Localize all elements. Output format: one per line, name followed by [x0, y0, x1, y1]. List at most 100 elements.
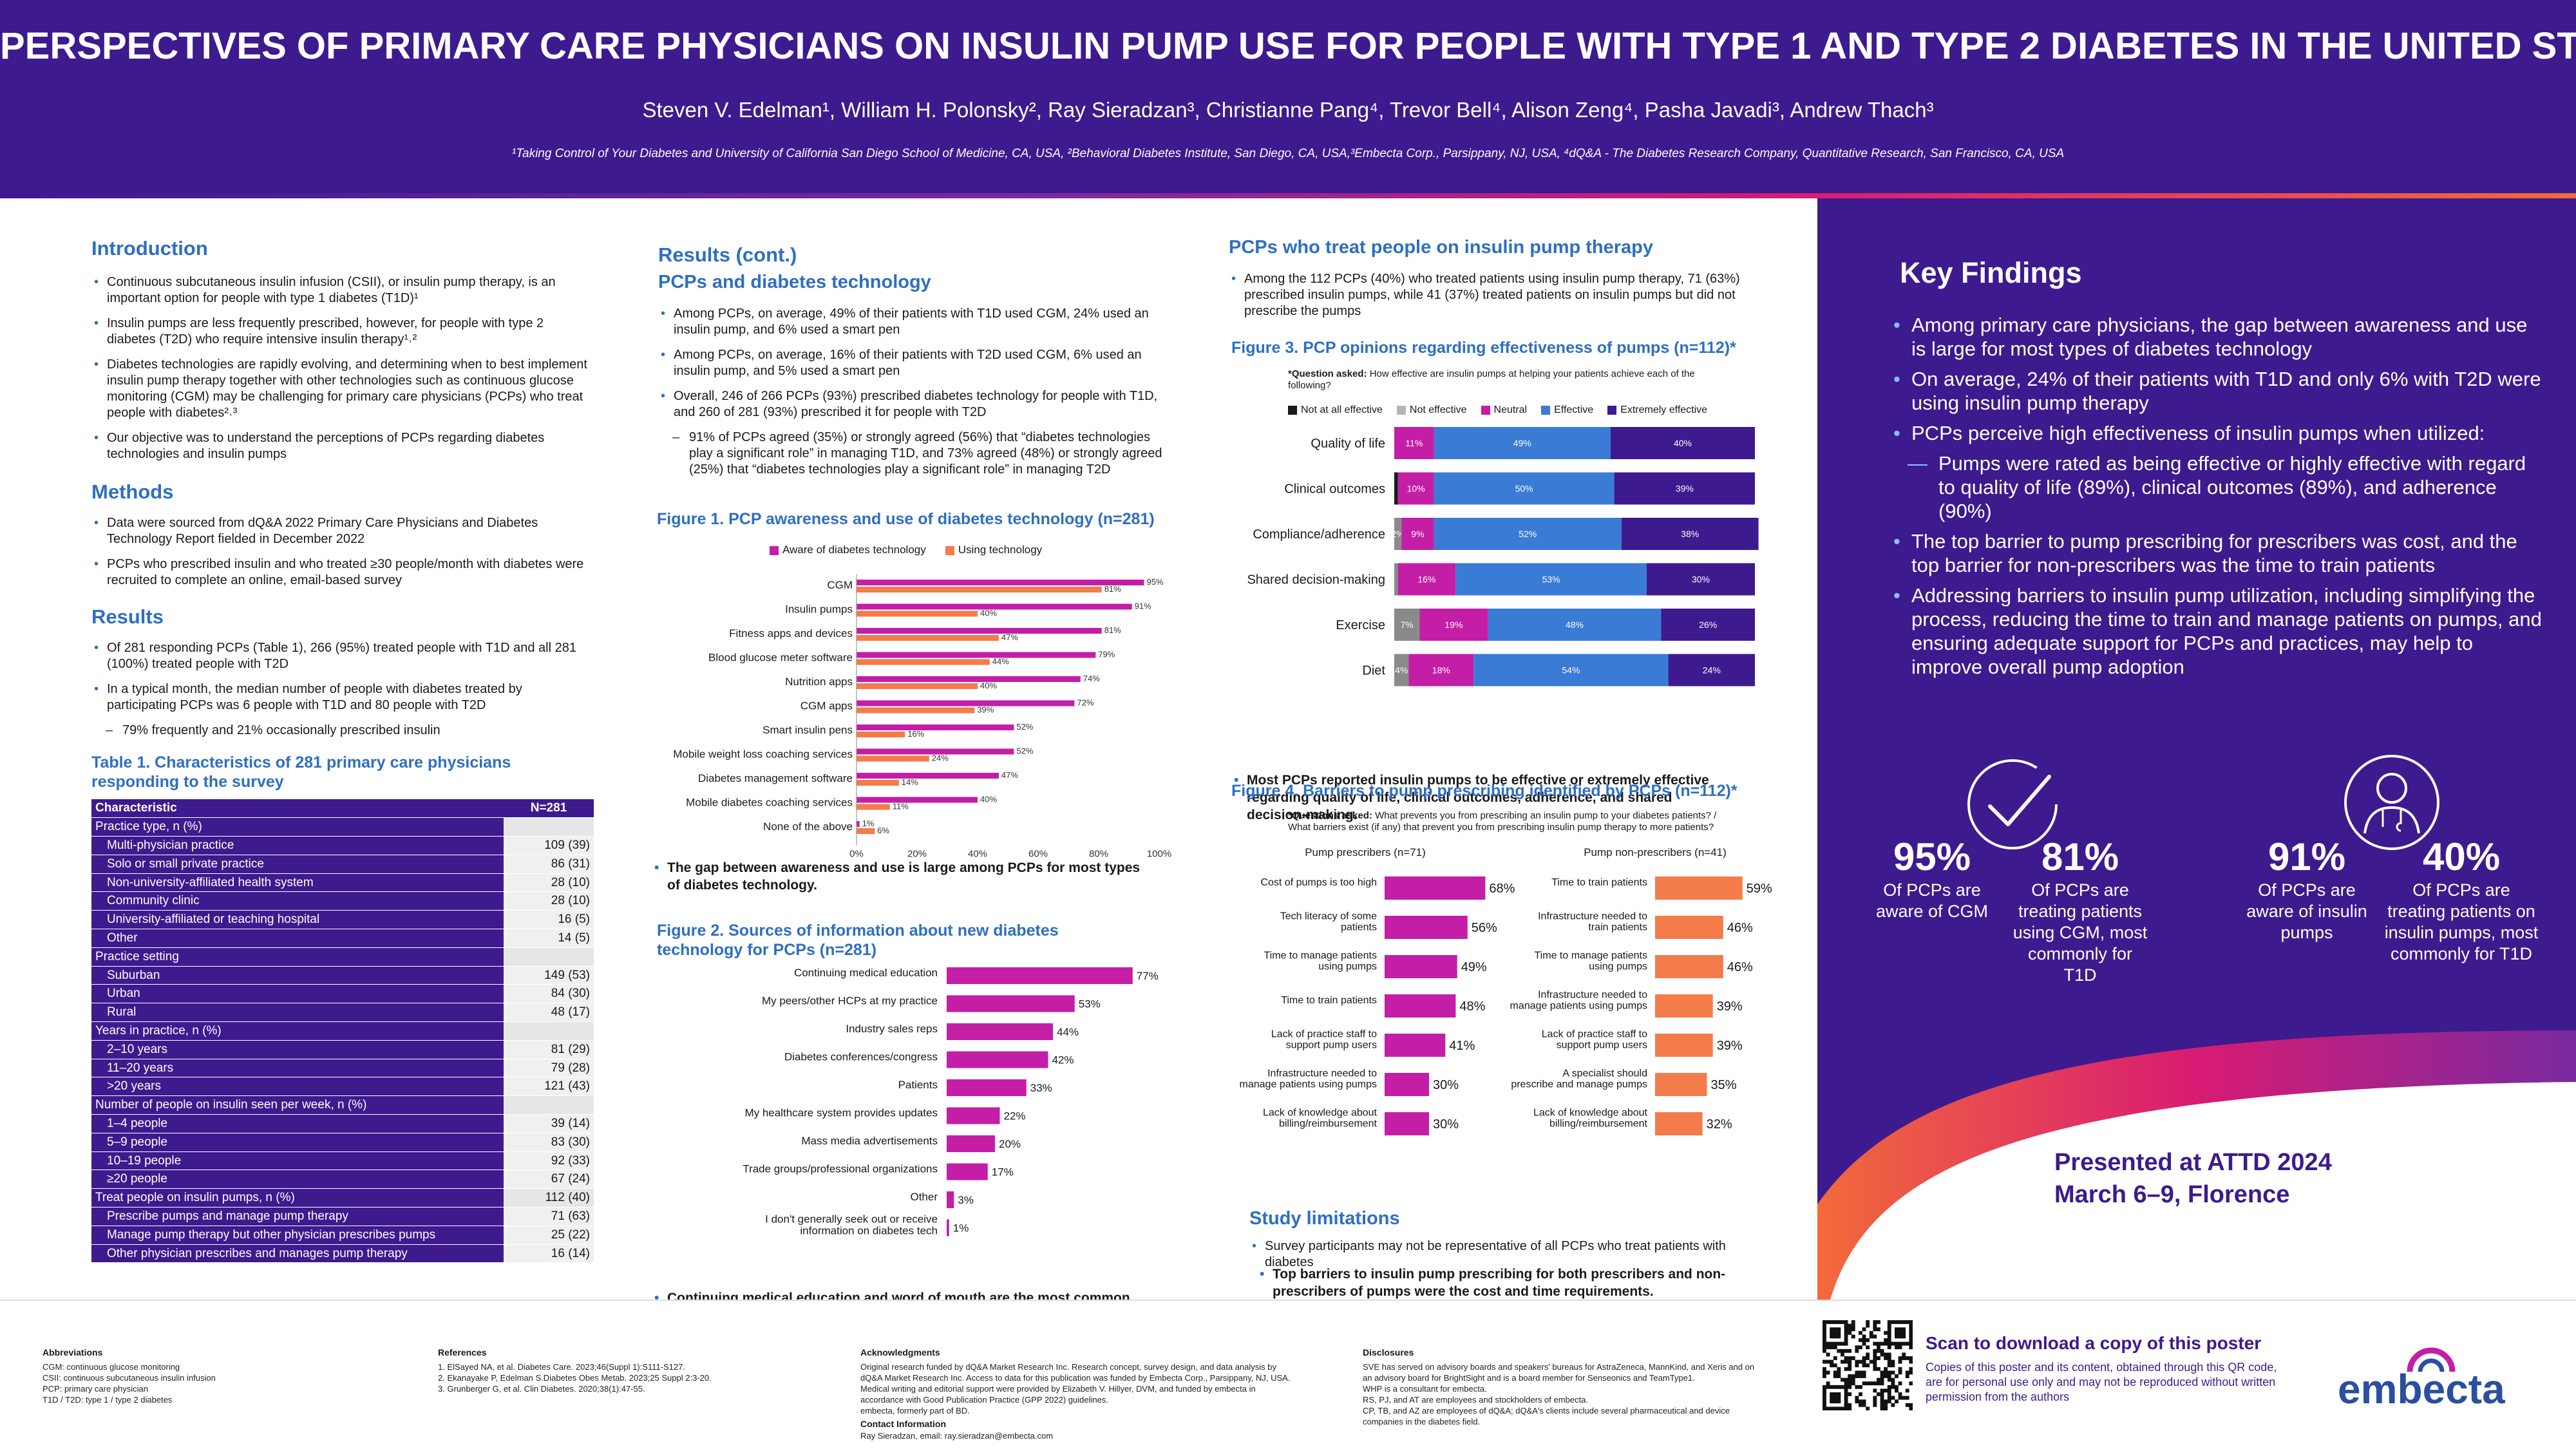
fig3-legend-item: Effective [1541, 404, 1593, 416]
table-row: Practice type, n (%) [91, 817, 594, 837]
table-header-cell: N=281 [504, 799, 594, 819]
fig4-data-label: 56% [1472, 921, 1497, 935]
qr-module [1905, 1374, 1909, 1378]
qr-module [1877, 1341, 1880, 1346]
characteristics-table: Characteristic N=281 Practice type, n (%… [91, 799, 594, 1264]
qr-module [1830, 1385, 1834, 1389]
fig2-category-label: My healthcare system provides updates [744, 1107, 938, 1119]
fig3-bar-segment [1434, 518, 1622, 550]
qr-module [1887, 1327, 1891, 1332]
qr-module [1862, 1327, 1866, 1332]
table-cell-value: 92 (33) [504, 1151, 594, 1171]
qr-module [1869, 1381, 1873, 1386]
qr-module [1837, 1374, 1841, 1378]
introduction-heading: Introduction [91, 237, 208, 260]
qr-module [1866, 1352, 1870, 1357]
fig2-data-label: 22% [1004, 1110, 1026, 1122]
qr-code[interactable] [1823, 1320, 1913, 1410]
qr-module [1848, 1374, 1852, 1378]
fig1-data-label: 1% [862, 819, 875, 828]
fig4-data-label: 30% [1433, 1117, 1459, 1132]
qr-module [1898, 1370, 1902, 1375]
qr-module [1909, 1359, 1913, 1364]
fig1-category-label: Fitness apps and devices [729, 627, 853, 639]
fig2-data-label: 3% [958, 1194, 974, 1206]
qr-module [1826, 1352, 1830, 1357]
fig3-bar-segment [1473, 654, 1669, 687]
table-row: Other 14 (5) [91, 929, 594, 948]
embecta-logo: embecta [2338, 1366, 2505, 1412]
table-cell-value: 25 (22) [504, 1226, 594, 1245]
qr-module [1830, 1341, 1834, 1346]
qr-module [1884, 1374, 1888, 1378]
table1-title: Table 1. Characteristics of 281 primary … [91, 753, 511, 791]
fig4-bar [1385, 955, 1457, 978]
qr-module [1873, 1396, 1877, 1400]
legend-label: Not effective [1409, 404, 1467, 415]
qr-module [1862, 1356, 1866, 1360]
fig1-bar [857, 780, 899, 786]
fig3-data-label: 48% [1566, 620, 1584, 630]
fig3-bar-segment [1397, 563, 1456, 596]
qr-module [1848, 1363, 1852, 1368]
qr-module [1902, 1356, 1906, 1360]
qr-module [1862, 1381, 1866, 1386]
qr-module [1887, 1334, 1891, 1339]
abbreviations-heading: Abbreviations [43, 1347, 103, 1358]
qr-module [1844, 1323, 1848, 1328]
qr-module [1887, 1338, 1891, 1342]
references-heading: References [438, 1347, 487, 1358]
qr-module [1877, 1367, 1880, 1371]
qr-module [1891, 1359, 1895, 1364]
qr-module [1884, 1341, 1888, 1346]
qr-module [1909, 1370, 1913, 1375]
qr-module [1898, 1334, 1902, 1339]
qr-module [1905, 1320, 1909, 1324]
fig2-category-label: Mass media advertisements [801, 1135, 938, 1147]
qr-module [1884, 1331, 1888, 1335]
fig1-takeaway: The gap between awareness and use is lar… [652, 859, 1154, 894]
qr-module [1887, 1378, 1891, 1382]
fig2-data-label: 44% [1057, 1026, 1079, 1038]
qr-module [1833, 1392, 1837, 1396]
fig1-category-label: Mobile diabetes coaching services [686, 797, 853, 809]
table-cell-label: 10–19 people [91, 1151, 504, 1171]
key-finding-bullet: The top barrier to pump prescribing for … [1893, 529, 2544, 577]
fig3-data-label: 38% [1681, 529, 1699, 539]
fig3-data-label: 24% [1703, 665, 1721, 676]
table-cell-label: Rural [91, 1003, 504, 1023]
fig3-bar-segment [1488, 609, 1662, 641]
fig3-bar-segment [1394, 654, 1409, 687]
table-row: Prescribe pumps and manage pump therapy 7… [91, 1207, 594, 1226]
fig3-legend-item: Extremely effective [1607, 404, 1707, 416]
fig1-category-label: CGM [827, 579, 853, 591]
fig1-bar [857, 748, 1014, 755]
fig3-legend: Not at all effective Not effective Neutral… [1288, 404, 1707, 416]
table-cell-value: 109 (39) [504, 836, 594, 855]
fig4-data-label: 39% [1717, 999, 1743, 1014]
qr-module [1887, 1352, 1891, 1357]
qr-module [1855, 1396, 1859, 1400]
fig4-category-label: Time to manage patients using pumps [1264, 951, 1378, 972]
fig4-panel-title: Pump non-prescribers (n=41) [1584, 846, 1727, 858]
qr-module [1848, 1367, 1852, 1371]
fig1-tick-label: 80% [1089, 849, 1108, 860]
qr-module [1884, 1403, 1888, 1407]
fig3-bar-segment [1647, 563, 1755, 596]
stat-label: Of PCPs are treating patients using CGM,… [2012, 880, 2148, 985]
qr-module [1884, 1367, 1888, 1371]
abbreviation-item: CGM: continuous glucose monitoring [43, 1362, 180, 1372]
fig2-data-label: 53% [1079, 998, 1101, 1010]
fig1-legend: Aware of diabetes technology Using techn… [770, 544, 1042, 556]
results-bullet: Of 281 responding PCPs (Table 1), 266 (9… [91, 640, 594, 672]
qr-module [1866, 1363, 1870, 1368]
qr-module [1844, 1338, 1848, 1342]
qr-module [1898, 1320, 1902, 1324]
qr-module [1844, 1399, 1848, 1404]
fig3-data-label: 30% [1692, 574, 1710, 585]
methods-bullet: Data were sourced from dQ&A 2022 Primary… [91, 515, 594, 547]
qr-module [1891, 1320, 1895, 1324]
fig4-data-label: 49% [1461, 960, 1487, 974]
fig1-data-label: 47% [1001, 770, 1018, 780]
fig4-data-label: 35% [1711, 1078, 1737, 1092]
